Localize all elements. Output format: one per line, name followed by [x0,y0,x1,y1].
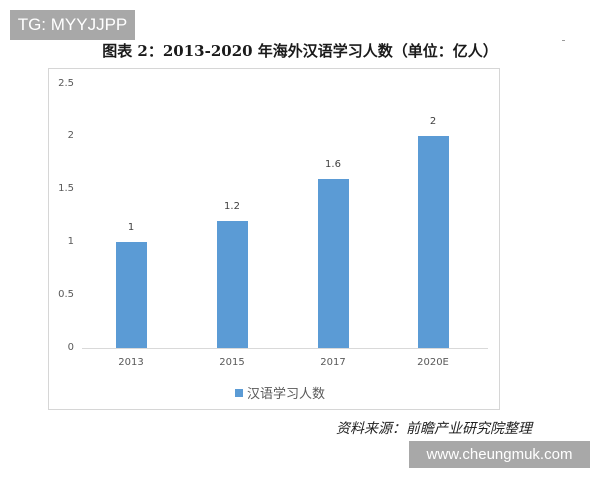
watermark-bottom: www.cheungmuk.com [409,441,590,468]
chart-title: 图表 2：2013-2020 年海外汉语学习人数（单位：亿人） [102,42,498,60]
x-tick-label: 2013 [118,357,144,368]
y-tick-label: 2 [67,130,74,141]
x-tick-label: 2015 [219,357,245,368]
watermark-top: TG: MYYJJPP [10,10,135,40]
x-axis-line [82,348,488,349]
data-label: 1.2 [224,201,240,212]
y-tick-label: 2.5 [58,78,74,89]
x-tick-label: 2017 [320,357,346,368]
data-label: 1.6 [325,159,341,170]
source-note: 资料来源：前瞻产业研究院整理 [336,421,532,437]
data-label: 1 [127,222,135,233]
bar-2013 [116,242,147,348]
y-tick-label: 1 [67,236,74,247]
y-tick-label: 0 [67,342,74,353]
chart-legend: 汉语学习人数 [235,383,325,402]
legend-label: 汉语学习人数 [247,387,326,402]
y-tick-label: 1.5 [58,183,74,194]
x-tick-label: 2020E [417,357,449,368]
legend-swatch-icon [235,388,243,397]
bar-2017 [318,179,349,348]
y-tick-label: 0.5 [58,289,74,300]
data-label: 2 [429,116,437,127]
bar-2020e [418,136,449,348]
decorative-mark [562,40,565,41]
bar-2015 [217,221,248,348]
